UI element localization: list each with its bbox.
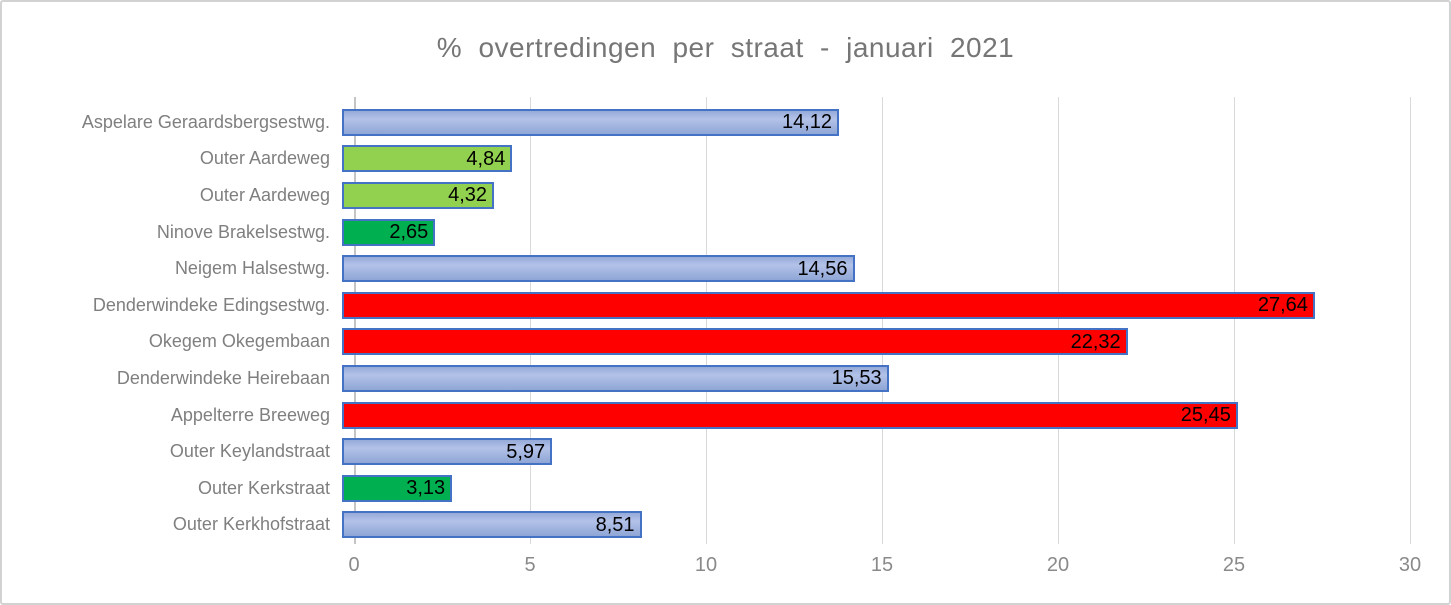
x-tick-label: 0 (348, 554, 360, 576)
bar-value-label: 3,13 (406, 477, 446, 500)
category-label: Outer Kerkhofstraat (172, 514, 330, 535)
bar-value-label: 14,56 (797, 257, 848, 280)
gridline (882, 97, 883, 544)
bar-row: Denderwindeke Heirebaan 15,53 (2, 360, 1449, 397)
bar-row: Outer Keylandstraat 5,97 (2, 433, 1449, 470)
bar-value-label: 2,65 (389, 221, 429, 244)
category-label: Okegem Okegembaan (148, 331, 330, 352)
bar-value-label: 14,12 (781, 111, 833, 134)
bar-value-label: 5,97 (506, 440, 546, 463)
bar-track: 8,51 (342, 507, 1398, 544)
x-tick-label: 15 (870, 554, 894, 576)
bar-row: Outer Aardeweg 4,84 (2, 141, 1449, 178)
bar-track: 14,12 (342, 104, 1398, 141)
category-label: Denderwindeke Edingsestwg. (92, 294, 330, 315)
category-label: Outer Aardeweg (199, 148, 330, 169)
bar-row: Ninove Brakelsestwg. 2,65 (2, 214, 1449, 251)
bar-red: 27,64 (342, 291, 1315, 319)
x-tick-label: 10 (694, 554, 718, 576)
bar-blue: 14,56 (342, 255, 855, 283)
bar-track: 4,32 (342, 177, 1398, 214)
bar-value-label: 22,32 (1070, 330, 1121, 353)
gridline (1058, 97, 1059, 544)
bar-dark_green: 3,13 (342, 474, 453, 502)
bar-row: Okegem Okegembaan 22,32 (2, 324, 1449, 361)
bar-blue: 15,53 (342, 364, 889, 392)
y-axis-line (354, 97, 356, 544)
bar-row: Appelterre Breeweg 25,45 (2, 397, 1449, 434)
bar-row: Denderwindeke Edingsestwg. 27,64 (2, 287, 1449, 324)
category-label: Ninove Brakelsestwg. (156, 221, 330, 242)
chart-title: % overtredingen per straat - januari 202… (436, 32, 1015, 63)
bar-value-label: 8,51 (595, 513, 635, 536)
x-tick-label: 5 (524, 554, 536, 576)
gridline (530, 97, 531, 544)
bar-row: Neigem Halsestwg. 14,56 (2, 250, 1449, 287)
gridline (1410, 97, 1411, 544)
bar-light_green: 4,84 (342, 145, 513, 173)
bar-value-label: 15,53 (831, 367, 882, 390)
gridline (706, 97, 707, 544)
bar-track: 27,64 (342, 287, 1398, 324)
x-tick-label: 25 (1222, 554, 1246, 576)
bar-track: 14,56 (342, 250, 1398, 287)
bar-light_green: 4,32 (342, 181, 495, 209)
bar-track: 2,65 (342, 214, 1398, 251)
bar-blue: 8,51 (342, 511, 642, 539)
category-label: Neigem Halsestwg. (174, 258, 330, 279)
gridline (1234, 97, 1235, 544)
bar-row: Aspelare Geraardsbergsestwg. 14,12 (2, 104, 1449, 141)
bar-track: 4,84 (342, 141, 1398, 178)
bar-blue: 5,97 (342, 438, 553, 466)
bar-red: 22,32 (342, 328, 1128, 356)
category-label: Outer Keylandstraat (169, 441, 330, 462)
bar-row: Outer Kerkhofstraat 8,51 (2, 507, 1449, 544)
bar-blue: 14,12 (342, 108, 840, 136)
category-label: Outer Aardeweg (199, 184, 330, 205)
x-tick-label: 20 (1046, 554, 1070, 576)
bar-dark_green: 2,65 (342, 218, 436, 246)
category-label: Denderwindeke Heirebaan (116, 367, 330, 388)
category-label: Aspelare Geraardsbergsestwg. (81, 111, 330, 132)
bar-red: 25,45 (342, 401, 1238, 429)
bar-track: 15,53 (342, 360, 1398, 397)
bar-track: 5,97 (342, 433, 1398, 470)
bar-value-label: 27,64 (1257, 294, 1308, 317)
bar-track: 22,32 (342, 324, 1398, 361)
bar-value-label: 4,32 (448, 184, 488, 207)
bar-rows: Aspelare Geraardsbergsestwg. 14,12 Outer A… (2, 104, 1449, 544)
x-tick-label: 30 (1398, 554, 1422, 576)
bar-row: Outer Kerkstraat 3,13 (2, 470, 1449, 507)
bar-track: 3,13 (342, 470, 1398, 507)
x-axis: 0 5 10 15 20 25 30 (348, 554, 1421, 582)
bar-row: Outer Aardeweg 4,32 (2, 177, 1449, 214)
bar-track: 25,45 (342, 397, 1398, 434)
bar-value-label: 25,45 (1180, 404, 1231, 427)
gridlines (354, 97, 1411, 544)
category-label: Appelterre Breeweg (170, 404, 330, 425)
category-label: Outer Kerkstraat (197, 477, 330, 498)
bar-value-label: 4,84 (466, 147, 506, 170)
